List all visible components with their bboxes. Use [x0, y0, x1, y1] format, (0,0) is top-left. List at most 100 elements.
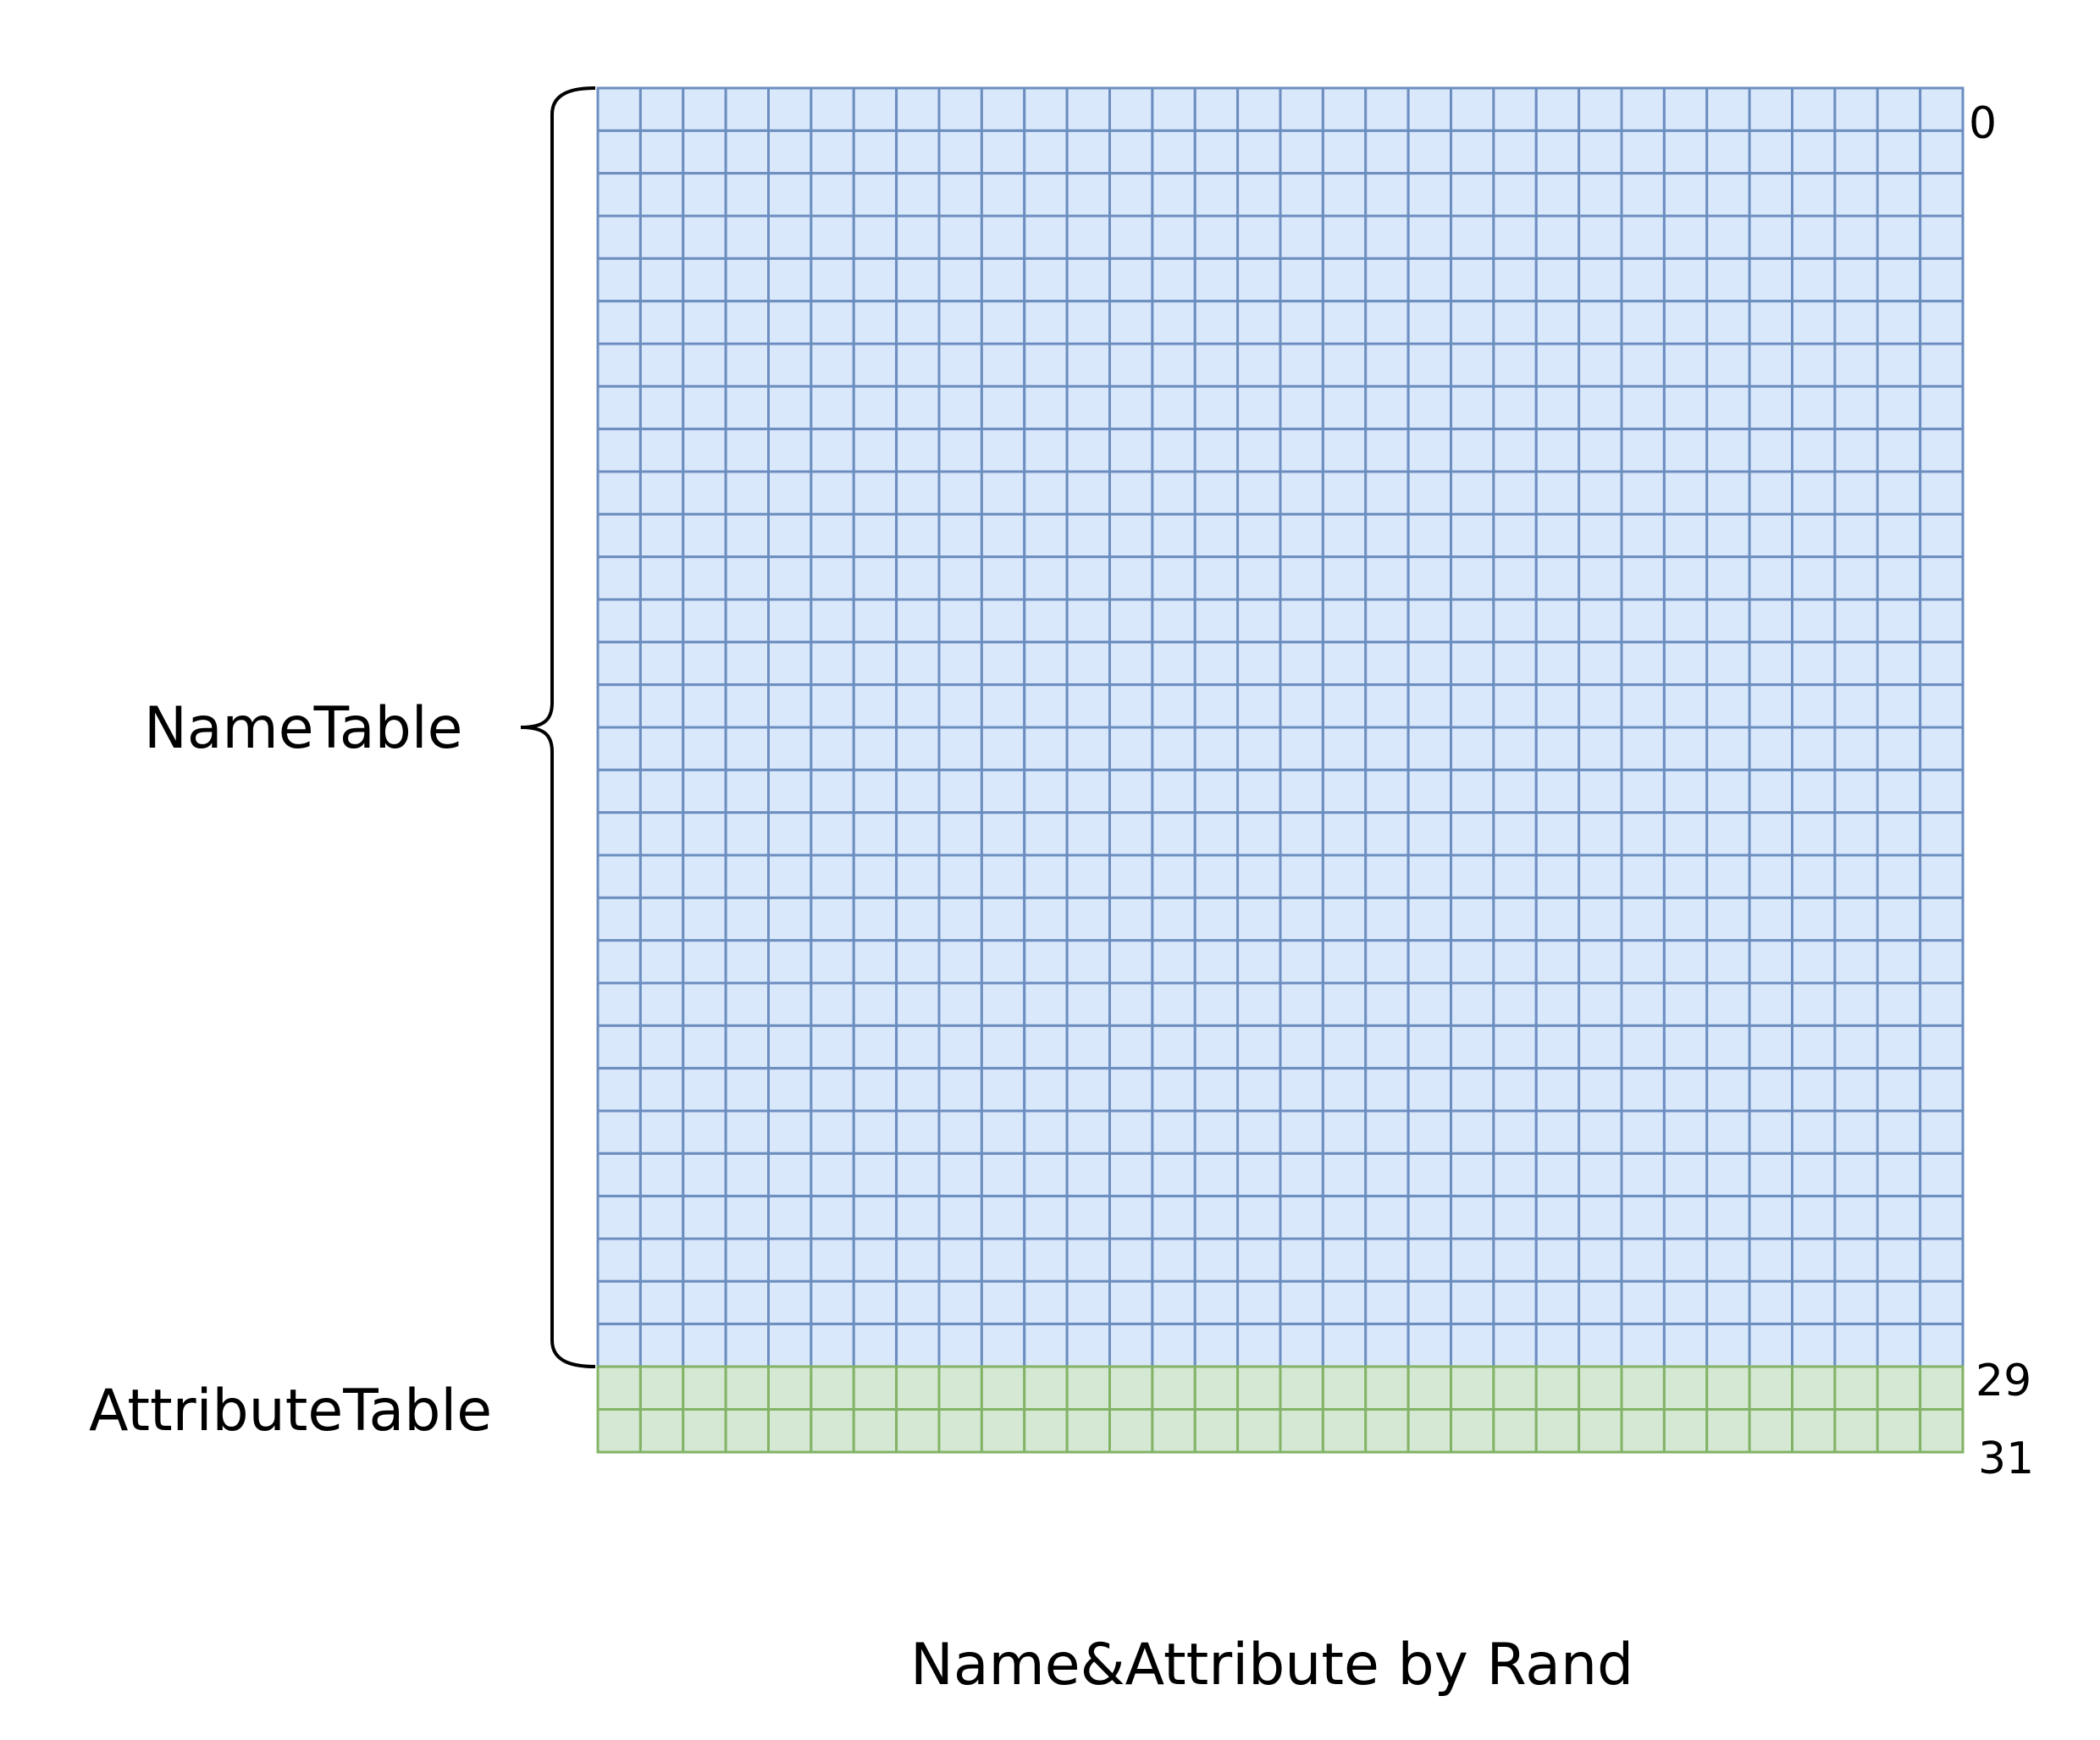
name-table-cell	[1065, 683, 1112, 729]
name-table-cell	[1450, 1279, 1495, 1326]
name-table-cell	[895, 1024, 941, 1070]
name-table-cell	[1065, 1152, 1112, 1198]
name-table-cell	[1065, 811, 1112, 857]
name-table-cell	[1534, 853, 1581, 899]
name-table-cell	[682, 981, 727, 1027]
name-table-cell	[980, 384, 1026, 431]
name-table-cell	[638, 811, 685, 857]
name-table-cell	[1748, 981, 1794, 1027]
name-table-cell	[937, 896, 983, 942]
name-table-cell	[1193, 1323, 1240, 1368]
name-table-cell	[596, 683, 642, 729]
name-table-cell	[1108, 1024, 1154, 1070]
name-table-cell	[1578, 214, 1623, 260]
name-table-cell	[852, 512, 898, 559]
name-table-cell	[1791, 86, 1837, 132]
name-table-cell	[1279, 1024, 1324, 1070]
name-table-cell	[1023, 86, 1069, 132]
name-table-cell	[767, 512, 813, 559]
name-table-cell	[1620, 1237, 1666, 1283]
name-table-cell	[1791, 939, 1837, 985]
name-table-cell	[1108, 300, 1154, 345]
name-table-cell	[980, 896, 1026, 942]
name-table-cell	[638, 683, 685, 729]
name-table-cell	[1023, 129, 1069, 175]
name-table-cell	[1705, 86, 1751, 132]
name-table-cell	[1065, 342, 1112, 388]
name-table-cell	[1108, 555, 1154, 601]
name-table-cell	[1705, 1279, 1751, 1326]
name-table-cell	[1534, 896, 1581, 942]
name-table-cell	[596, 1195, 642, 1240]
attribute-table-cell	[1791, 1365, 1837, 1411]
name-table-cell	[1108, 1067, 1154, 1113]
attribute-table-cell	[810, 1408, 855, 1454]
name-table-cell	[937, 683, 983, 729]
name-table-cell	[1919, 1152, 1965, 1198]
name-table-cell	[937, 768, 983, 815]
name-table-cell	[638, 342, 685, 388]
name-table-cell	[1108, 640, 1154, 687]
name-table-cell	[1406, 470, 1453, 516]
name-table-cell	[1065, 981, 1112, 1027]
name-table-cell	[1662, 981, 1709, 1027]
name-table-cell	[895, 1067, 941, 1113]
name-table-cell	[638, 257, 685, 303]
name-table-cell	[852, 811, 898, 857]
name-table-cell	[1919, 640, 1965, 687]
name-table-cell	[1833, 853, 1879, 899]
name-table-cell	[1364, 1195, 1410, 1240]
name-table-cell	[852, 1237, 898, 1283]
name-table-cell	[810, 939, 855, 985]
name-table-cell	[937, 1024, 983, 1070]
name-table-cell	[1833, 640, 1879, 687]
name-table-cell	[895, 172, 941, 218]
name-table-cell	[1406, 1237, 1453, 1283]
name-table-cell	[1108, 1109, 1154, 1155]
name-table-cell	[1534, 512, 1581, 559]
name-table-cell	[1236, 683, 1282, 729]
name-table-cell	[682, 598, 727, 644]
name-table-cell	[1279, 981, 1324, 1027]
name-table-cell	[1321, 640, 1368, 687]
name-table-cell	[1321, 129, 1368, 175]
name-table-cell	[1492, 555, 1538, 601]
attribute-table-cell	[1578, 1408, 1623, 1454]
name-table-cell	[682, 512, 727, 559]
name-table-cell	[1876, 1195, 1922, 1240]
name-table-cell	[1620, 768, 1666, 815]
name-table-cell	[895, 1279, 941, 1326]
name-table-cell	[1065, 129, 1112, 175]
name-table-cell	[1236, 896, 1282, 942]
name-table-cell	[1876, 428, 1922, 473]
attribute-table-cell	[1705, 1408, 1751, 1454]
name-table-cell	[638, 1195, 685, 1240]
name-table-cell	[852, 726, 898, 771]
name-table-cell	[638, 1323, 685, 1368]
name-table-cell	[1108, 939, 1154, 985]
name-table-cell	[1321, 470, 1368, 516]
name-table-cell	[937, 1195, 983, 1240]
name-table-cell	[1662, 470, 1709, 516]
name-table-cell	[1492, 384, 1538, 431]
name-table-cell	[1023, 768, 1069, 815]
name-table-cell	[1321, 86, 1368, 132]
name-table-cell	[1492, 853, 1538, 899]
name-table-cell	[1876, 470, 1922, 516]
name-table-cell	[1919, 300, 1965, 345]
name-table-cell	[1791, 1024, 1837, 1070]
name-table-cell	[1279, 598, 1324, 644]
name-table-cell	[1578, 342, 1623, 388]
attribute-table-cell	[937, 1408, 983, 1454]
name-table-cell	[1919, 1109, 1965, 1155]
name-table-cell	[1450, 811, 1495, 857]
name-table-cell	[1279, 342, 1324, 388]
name-table-cell	[1662, 598, 1709, 644]
name-table-cell	[810, 257, 855, 303]
name-table-cell	[1450, 853, 1495, 899]
name-table-grid	[596, 86, 1965, 1368]
name-table-cell	[1919, 939, 1965, 985]
name-table-cell	[1406, 172, 1453, 218]
name-table-cell	[1705, 726, 1751, 771]
name-table-cell	[638, 1109, 685, 1155]
